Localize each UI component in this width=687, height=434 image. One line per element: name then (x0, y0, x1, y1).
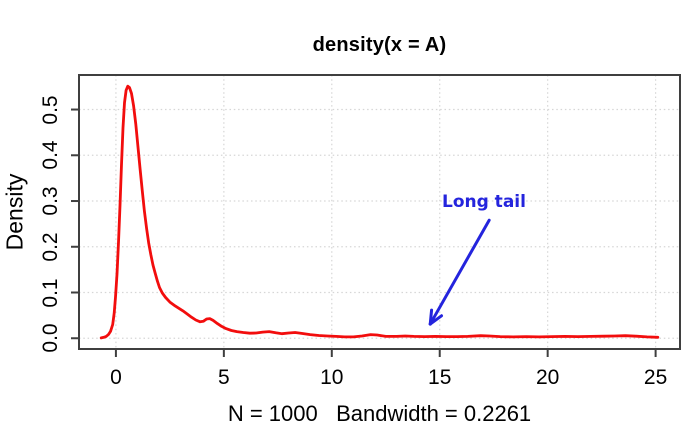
y-tick-label-0.4: 0.4 (39, 140, 62, 170)
plot-title: density(x = A) (312, 34, 447, 56)
annotation-arrow (428, 218, 491, 326)
grid-lines (79, 75, 680, 349)
x-tick-label-20: 20 (535, 366, 560, 389)
x-tick-label-15: 15 (428, 366, 452, 389)
y-tick-label-0.2: 0.2 (39, 232, 62, 262)
x-axis-label: N = 1000 Bandwidth = 0.2261 (227, 401, 532, 426)
x-tick-label-25: 25 (643, 366, 668, 389)
annotation-long-tail-label: Long tail (441, 191, 526, 212)
density-curve (99, 84, 660, 340)
y-axis-label: Density (1, 173, 28, 251)
y-tick-label-0.5: 0.5 (39, 94, 62, 125)
axis-box-and-ticks (71, 74, 681, 357)
y-tick-label-0.0: 0.0 (39, 323, 62, 353)
x-tick-label-10: 10 (320, 366, 344, 389)
x-tick-label-0: 0 (110, 366, 122, 389)
x-tick-label-5: 5 (218, 366, 230, 389)
y-tick-label-0.1: 0.1 (39, 277, 62, 308)
y-tick-label-0.3: 0.3 (39, 186, 62, 216)
